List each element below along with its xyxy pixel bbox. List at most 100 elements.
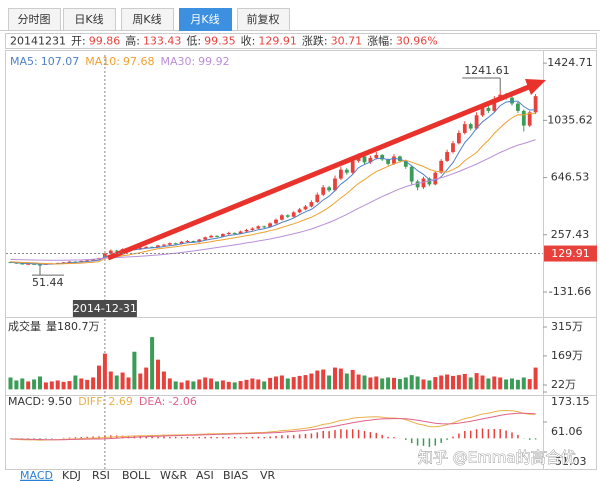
volume-bar bbox=[474, 373, 479, 390]
quote-row: 20141231 开: 99.86 高: 133.43 低: 99.35 收: 129.91 涨跌… bbox=[10, 34, 438, 48]
volume-bar bbox=[386, 377, 391, 390]
tab[interactable] bbox=[63, 8, 116, 31]
macd-line bbox=[10, 412, 536, 441]
candle-body bbox=[350, 160, 355, 173]
volume-bar bbox=[256, 379, 261, 390]
tab-label[interactable]: 月K线 bbox=[190, 12, 219, 26]
volume-bar bbox=[409, 375, 414, 390]
tab[interactable] bbox=[237, 8, 290, 31]
volume-bar bbox=[126, 377, 131, 390]
volume-bar bbox=[173, 381, 178, 390]
quote-value: 133.43 bbox=[143, 35, 182, 48]
high-label: 1241.61 bbox=[464, 64, 510, 77]
volume-bar bbox=[132, 351, 137, 390]
volume-bar bbox=[220, 380, 225, 390]
volume-bar bbox=[327, 375, 332, 390]
quote-label: 收: bbox=[241, 34, 256, 48]
volume-bar bbox=[462, 373, 467, 390]
quote-value: 30.96% bbox=[396, 35, 438, 48]
tab[interactable] bbox=[121, 8, 174, 31]
volume-bar bbox=[238, 381, 243, 390]
indicator-tab[interactable]: BOLL bbox=[122, 469, 151, 481]
legend-name: DEA: bbox=[139, 395, 165, 408]
candle-body bbox=[303, 206, 308, 210]
indicator-tab[interactable]: ASI bbox=[196, 469, 214, 481]
candle-body bbox=[333, 178, 337, 191]
tab[interactable] bbox=[179, 8, 232, 31]
candle-body bbox=[61, 262, 66, 264]
indicator-tab[interactable]: BIAS bbox=[223, 469, 248, 481]
volume-bar bbox=[285, 378, 290, 390]
volume-bar bbox=[303, 375, 308, 390]
tab-label[interactable]: 周K线 bbox=[132, 12, 161, 26]
volume-bar bbox=[85, 379, 90, 390]
volume-bar bbox=[49, 381, 54, 390]
volume-bar bbox=[120, 372, 125, 390]
quote-label: 涨幅: bbox=[367, 35, 393, 48]
volume-bar bbox=[421, 379, 426, 390]
candle-body bbox=[321, 187, 326, 195]
tab[interactable] bbox=[8, 8, 61, 31]
tab-label[interactable]: 前复权 bbox=[247, 12, 280, 26]
candle-body bbox=[415, 181, 420, 188]
candle-body bbox=[386, 159, 390, 164]
indicator-tab[interactable]: VR bbox=[260, 469, 276, 481]
volume-bar bbox=[67, 381, 72, 390]
volume-bar bbox=[468, 377, 473, 390]
candle-body bbox=[280, 215, 284, 220]
volume-bar bbox=[533, 367, 538, 390]
volume-bar bbox=[203, 377, 208, 390]
y-tick-label: 646.53 bbox=[551, 171, 590, 184]
volume-bar bbox=[403, 377, 408, 390]
volume-bar bbox=[8, 377, 13, 390]
volume-bar bbox=[156, 359, 160, 390]
legend-value: 107.07 bbox=[41, 55, 80, 68]
volume-bar bbox=[427, 380, 432, 390]
candle-body bbox=[309, 202, 314, 207]
volume-bar bbox=[456, 375, 461, 390]
legend-name: DIFF: bbox=[78, 395, 105, 408]
volume-bar bbox=[480, 375, 485, 390]
y-tick-label: 257.43 bbox=[551, 228, 590, 241]
candle-body bbox=[327, 187, 331, 191]
volume-bar bbox=[433, 377, 438, 390]
candle-body bbox=[38, 264, 42, 266]
volume-bar bbox=[344, 373, 349, 390]
volume-bar bbox=[114, 375, 119, 390]
candle-body bbox=[368, 157, 373, 163]
candle-body bbox=[510, 97, 514, 104]
volume-bar bbox=[138, 373, 143, 390]
indicator-tab[interactable]: KDJ bbox=[62, 469, 81, 481]
indicator-tab[interactable]: RSI bbox=[92, 469, 110, 481]
volume-bar bbox=[97, 365, 101, 390]
candle-body bbox=[162, 244, 166, 246]
volume-bar bbox=[191, 381, 196, 390]
legend-value: 2.69 bbox=[108, 395, 133, 408]
y-tick-label: 169万 bbox=[551, 349, 583, 362]
candle-body bbox=[285, 215, 290, 217]
candle-body bbox=[339, 169, 343, 179]
volume-bar bbox=[91, 377, 96, 390]
indicator-tab[interactable]: MACD bbox=[20, 469, 53, 481]
legend-value: 99.92 bbox=[198, 55, 230, 68]
volume-bar bbox=[32, 379, 37, 390]
candle-body bbox=[197, 239, 202, 243]
volume-bar bbox=[368, 377, 373, 390]
indicator-tab[interactable]: W&R bbox=[160, 469, 187, 481]
quote-label: 开: bbox=[71, 35, 86, 48]
volume-bar bbox=[244, 379, 249, 390]
candle-body bbox=[462, 124, 467, 133]
candle-body bbox=[226, 232, 231, 235]
candle-body bbox=[238, 231, 243, 234]
y-tick-label: 61.06 bbox=[551, 425, 583, 438]
candle-body bbox=[32, 263, 36, 265]
tab-label[interactable]: 日K线 bbox=[74, 12, 103, 26]
volume-bar bbox=[20, 378, 25, 390]
legend-value: -2.06 bbox=[168, 395, 196, 408]
tab-label[interactable]: 分时图 bbox=[18, 13, 51, 26]
low-label: 51.44 bbox=[32, 276, 64, 289]
candle-body bbox=[244, 230, 249, 232]
y-tick-label: 315万 bbox=[551, 320, 583, 333]
